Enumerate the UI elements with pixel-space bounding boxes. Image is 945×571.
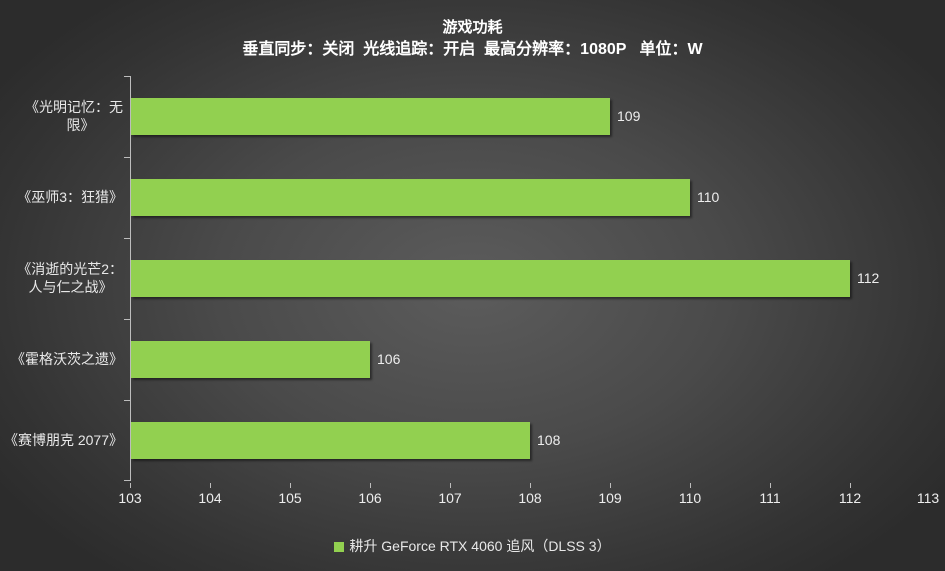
x-tick-label: 112 bbox=[838, 490, 862, 506]
x-tick-label: 104 bbox=[198, 490, 222, 506]
y-axis-line bbox=[130, 76, 131, 481]
category-label-line: 《赛博朋克 2077》 bbox=[3, 432, 123, 448]
category-label-line: 《巫师3：狂猎》 bbox=[17, 189, 123, 205]
x-tick-mark bbox=[770, 483, 771, 488]
category-label: 《消逝的光芒2： 人与仁之战》 bbox=[0, 260, 123, 296]
y-tick bbox=[124, 157, 130, 158]
category-label-line: 《霍格沃茨之遗》 bbox=[11, 351, 123, 367]
category-label-line: 人与仁之战》 bbox=[28, 279, 113, 295]
bar-value-label: 106 bbox=[377, 351, 401, 367]
x-tick-label: 110 bbox=[678, 490, 702, 506]
x-tick-label: 106 bbox=[358, 490, 382, 506]
category-label: 《霍格沃茨之遗》 bbox=[0, 350, 123, 368]
x-tick-mark bbox=[530, 483, 531, 488]
bar-value-label: 109 bbox=[617, 108, 641, 124]
x-tick-label: 103 bbox=[118, 490, 142, 506]
x-tick-label: 108 bbox=[518, 490, 542, 506]
bar-value-label: 108 bbox=[537, 432, 561, 448]
x-tick-label: 111 bbox=[759, 490, 781, 506]
x-tick-mark bbox=[210, 483, 211, 488]
bar bbox=[131, 341, 370, 378]
x-tick-mark bbox=[290, 483, 291, 488]
x-tick-label: 107 bbox=[438, 490, 462, 506]
y-tick bbox=[124, 76, 130, 77]
bar bbox=[131, 422, 530, 459]
y-tick bbox=[124, 480, 130, 481]
legend-swatch-icon bbox=[334, 542, 345, 552]
category-label: 《巫师3：狂猎》 bbox=[0, 188, 123, 206]
x-tick-mark bbox=[450, 483, 451, 488]
category-label-line: 限》 bbox=[66, 117, 95, 133]
x-tick-mark bbox=[850, 483, 851, 488]
x-tick-mark bbox=[610, 483, 611, 488]
x-tick-label: 105 bbox=[278, 490, 302, 506]
y-tick bbox=[124, 400, 130, 401]
x-tick-label: 113 bbox=[916, 490, 940, 506]
bar-value-label: 112 bbox=[857, 270, 880, 286]
category-label: 《赛博朋克 2077》 bbox=[0, 431, 123, 449]
y-tick bbox=[124, 319, 130, 320]
chart-subtitle: 垂直同步：关闭 光线追踪：开启 最高分辨率：1080P 单位：W bbox=[242, 41, 703, 58]
bar bbox=[131, 179, 690, 216]
legend: 耕升 GeForce RTX 4060 追风（DLSS 3） bbox=[0, 537, 945, 555]
bar bbox=[131, 98, 610, 135]
category-label: 《光明记忆：无 限》 bbox=[0, 98, 123, 134]
y-tick bbox=[124, 238, 130, 239]
x-tick-mark bbox=[690, 483, 691, 488]
legend-label: 耕升 GeForce RTX 4060 追风（DLSS 3） bbox=[349, 538, 611, 554]
category-label-line: 《消逝的光芒2： bbox=[17, 261, 123, 277]
x-tick-mark bbox=[130, 483, 131, 488]
x-tick-label: 109 bbox=[598, 490, 622, 506]
bar-value-label: 110 bbox=[697, 189, 720, 205]
chart-title: 游戏功耗 bbox=[442, 19, 503, 36]
x-tick-mark bbox=[370, 483, 371, 488]
category-label-line: 《光明记忆：无 bbox=[25, 99, 123, 115]
bar bbox=[131, 260, 850, 297]
